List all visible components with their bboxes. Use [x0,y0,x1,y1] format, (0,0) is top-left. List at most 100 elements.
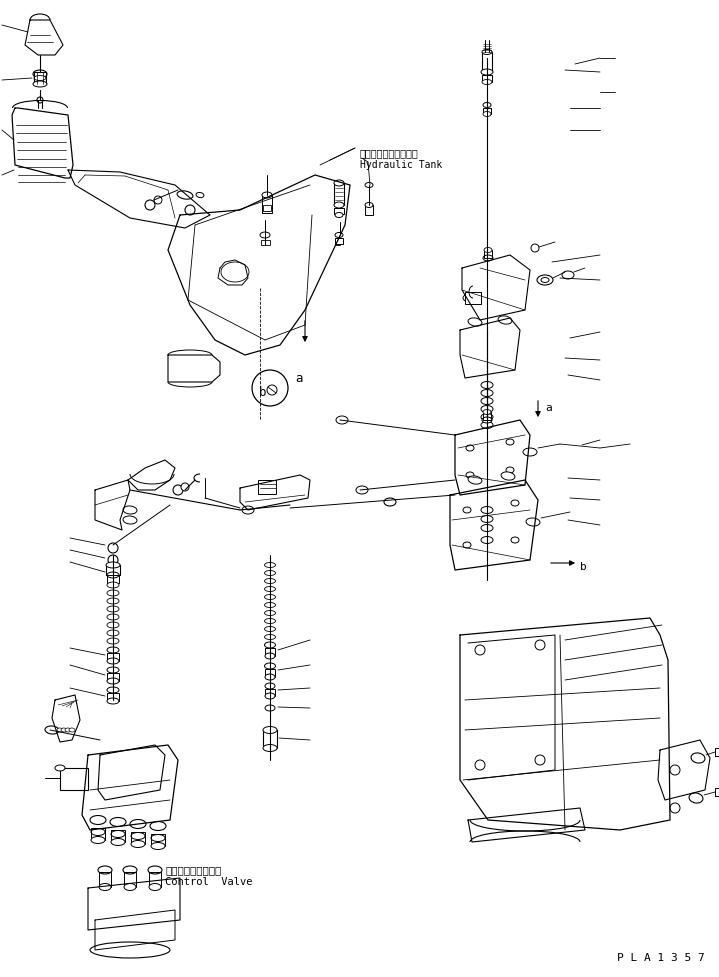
Ellipse shape [107,687,119,693]
Ellipse shape [65,728,71,732]
Ellipse shape [107,678,119,684]
Ellipse shape [98,866,112,874]
Ellipse shape [481,405,493,412]
Ellipse shape [107,622,119,628]
Ellipse shape [506,439,514,445]
Ellipse shape [365,183,373,188]
Ellipse shape [106,562,120,568]
Ellipse shape [335,233,343,237]
Bar [483,412,491,420]
Bar [107,693,119,701]
Ellipse shape [356,486,368,494]
Circle shape [475,760,485,770]
Text: P L A 1 3 5 7: P L A 1 3 5 7 [617,953,705,963]
Bar [99,872,111,887]
Ellipse shape [336,416,348,424]
Ellipse shape [107,582,119,588]
Circle shape [181,483,189,491]
Text: ハイドロリックタンク: ハイドロリックタンク [360,148,418,158]
Ellipse shape [263,727,277,734]
Ellipse shape [260,232,270,238]
Ellipse shape [34,75,46,80]
Ellipse shape [484,247,492,252]
Ellipse shape [151,842,165,849]
Ellipse shape [33,81,47,87]
Ellipse shape [265,705,275,711]
Ellipse shape [365,202,373,207]
Bar [131,832,145,844]
Ellipse shape [150,822,166,830]
Ellipse shape [265,683,275,689]
Ellipse shape [481,398,493,404]
Circle shape [267,385,277,395]
Ellipse shape [107,630,119,636]
Ellipse shape [463,507,471,513]
Ellipse shape [482,417,492,423]
Bar [107,673,119,681]
Ellipse shape [55,765,65,771]
Ellipse shape [107,647,119,653]
Ellipse shape [481,506,493,514]
Ellipse shape [265,653,275,659]
Ellipse shape [131,832,145,839]
Ellipse shape [463,294,477,302]
Ellipse shape [110,818,126,827]
Ellipse shape [526,518,540,526]
Ellipse shape [107,614,119,620]
Ellipse shape [90,942,170,958]
Ellipse shape [265,594,275,600]
Bar [265,648,275,656]
Ellipse shape [468,318,482,326]
Ellipse shape [334,180,344,186]
Ellipse shape [689,793,703,803]
Ellipse shape [111,838,125,845]
Bar [106,565,120,575]
Ellipse shape [107,590,119,596]
Bar [482,52,492,72]
Bar [265,669,275,677]
Ellipse shape [562,271,574,279]
Ellipse shape [511,500,519,506]
Ellipse shape [130,820,146,828]
Circle shape [145,200,155,210]
Ellipse shape [107,658,119,664]
Ellipse shape [265,642,275,648]
Ellipse shape [498,316,512,324]
Ellipse shape [481,421,493,429]
Bar [263,730,277,748]
Ellipse shape [151,834,165,841]
Ellipse shape [107,572,119,578]
Ellipse shape [384,498,396,506]
Circle shape [535,640,545,650]
Bar [261,240,270,245]
Ellipse shape [107,667,119,673]
Bar [334,208,344,214]
Ellipse shape [57,728,63,732]
Ellipse shape [483,103,491,107]
Circle shape [252,370,288,406]
Bar [335,238,343,244]
Ellipse shape [537,275,553,285]
Ellipse shape [90,816,106,825]
Ellipse shape [481,536,493,543]
Ellipse shape [123,506,137,514]
Ellipse shape [107,606,119,612]
Bar [483,108,491,114]
Bar [365,205,373,215]
Ellipse shape [265,563,275,568]
Ellipse shape [481,516,493,523]
Circle shape [154,196,162,204]
Bar [91,828,105,840]
Ellipse shape [265,618,275,623]
Text: Hydraulic Tank: Hydraulic Tank [360,160,442,170]
Bar [124,872,136,887]
Text: b: b [580,562,587,572]
Bar [258,480,276,494]
Ellipse shape [111,830,125,837]
Ellipse shape [263,744,277,751]
Ellipse shape [107,638,119,644]
Circle shape [531,244,539,252]
Ellipse shape [481,69,493,75]
Ellipse shape [124,883,136,890]
Ellipse shape [481,413,493,420]
